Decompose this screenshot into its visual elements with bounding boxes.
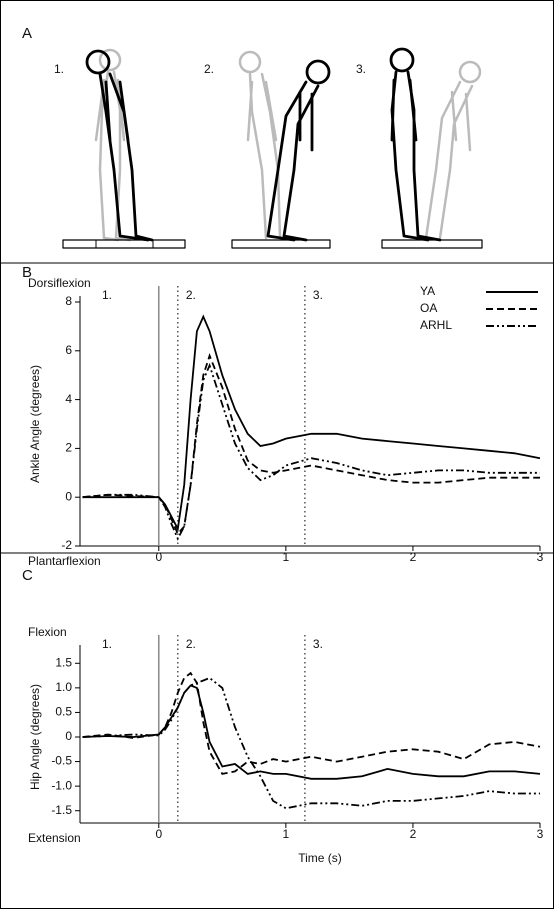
phase-label: 2. (186, 637, 196, 651)
phase-label: 3. (356, 62, 366, 76)
platform (381, 239, 483, 249)
y-tick-label: 4 (65, 392, 72, 406)
legend-label: ARHL (420, 318, 452, 332)
series-line (82, 676, 540, 810)
person-figure (389, 47, 442, 242)
x-tick-label: 2 (410, 827, 417, 841)
phase-label: 1. (102, 637, 112, 651)
y-tick-label: 8 (65, 294, 72, 308)
phase-label: 1. (102, 288, 112, 302)
y-tick-label: 0 (65, 489, 72, 503)
series-line (82, 353, 540, 536)
y-top-label: Dorsiflexion (28, 276, 91, 290)
x-tick-label: 0 (155, 550, 162, 564)
y-tick-label: 2 (65, 441, 72, 455)
phase-label: 2. (186, 288, 196, 302)
panel-label: C (22, 567, 33, 584)
panel-label: A (22, 25, 32, 42)
y-tick-label: 0.5 (55, 705, 72, 719)
series-line (82, 671, 541, 775)
series-line (82, 362, 540, 541)
ghost-figure (424, 60, 482, 240)
panel-label: B (22, 264, 32, 281)
person-figure (266, 59, 331, 242)
legend-label: YA (420, 284, 435, 298)
phase-label: 3. (313, 637, 323, 651)
series-line (82, 684, 541, 780)
y-tick-label: 1.5 (55, 655, 72, 669)
panel-a: A 1. 2. 3. (22, 25, 483, 249)
x-axis-label: Time (s) (298, 851, 342, 865)
y-tick-label: 6 (65, 343, 72, 357)
y-tick-label: -2 (61, 538, 72, 552)
y-tick-label: -0.5 (51, 754, 72, 768)
legend-label: OA (420, 301, 437, 315)
phase-label: 2. (204, 62, 214, 76)
y-tick-label: -1.0 (51, 778, 72, 792)
x-tick-label: 2 (410, 550, 417, 564)
y-tick-label: 1.0 (55, 680, 72, 694)
person-figure (85, 49, 154, 242)
y-axis-label: Hip Angle (degrees) (28, 684, 42, 790)
x-tick-label: 0 (155, 827, 162, 841)
phase-label: 3. (313, 288, 323, 302)
x-tick-label: 1 (283, 827, 290, 841)
phase-label: 1. (54, 62, 64, 76)
x-tick-label: 3 (537, 550, 544, 564)
y-top-label: Flexion (28, 625, 67, 639)
ghost-figure (94, 48, 132, 242)
y-tick-label: -1.5 (51, 803, 72, 817)
y-tick-label: 0 (65, 729, 72, 743)
y-bottom-label: Extension (28, 831, 81, 845)
y-axis-label: Ankle Angle (degrees) (28, 365, 42, 483)
ghost-figure (238, 50, 282, 240)
x-tick-label: 1 (283, 550, 290, 564)
platform (62, 239, 186, 249)
y-bottom-label: Plantarflexion (28, 554, 101, 568)
platform (231, 239, 331, 249)
x-tick-label: 3 (537, 827, 544, 841)
